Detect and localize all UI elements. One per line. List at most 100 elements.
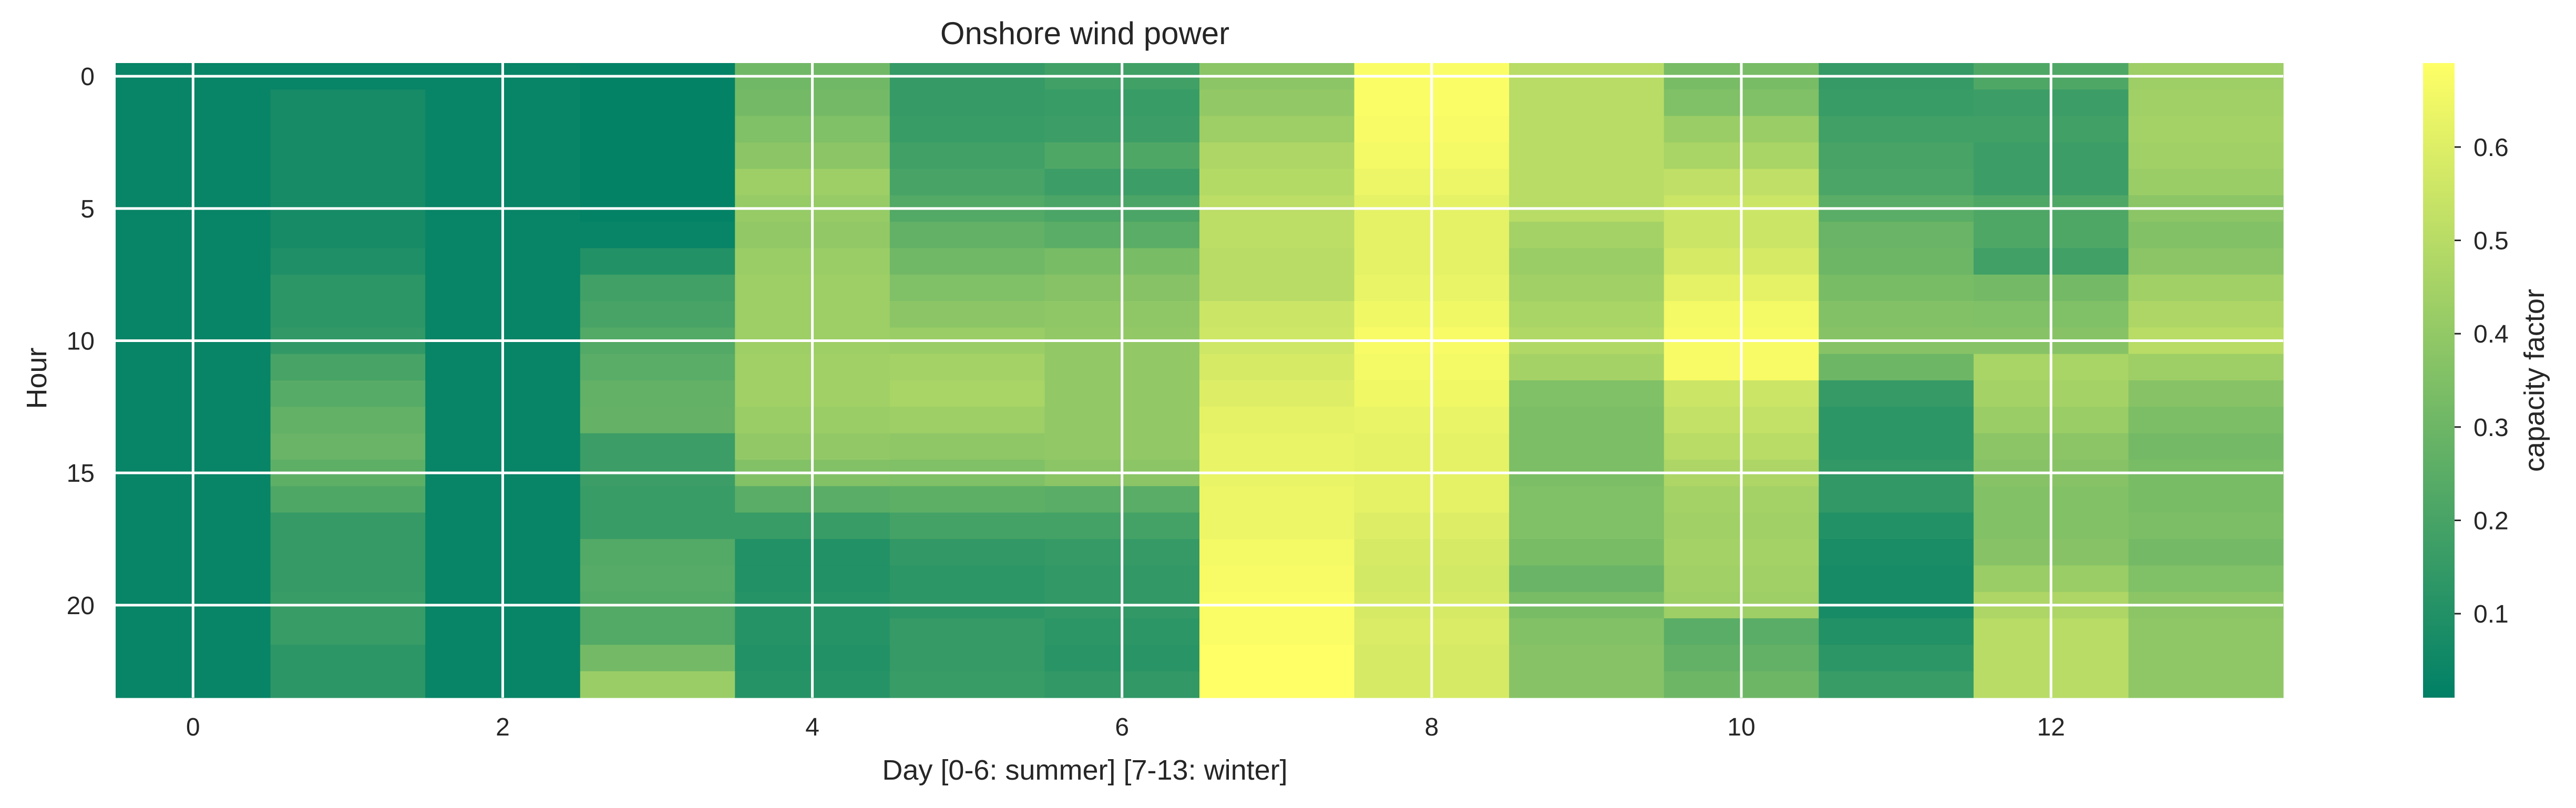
heatmap-cell	[1819, 407, 1974, 434]
heatmap-cell	[270, 116, 426, 143]
gridlines	[116, 63, 2283, 698]
heatmap-cell	[270, 354, 426, 381]
heatmap-cell	[580, 248, 735, 275]
heatmap-cell	[1819, 618, 1974, 645]
heatmap-cell	[270, 539, 426, 566]
x-axis-ticks: 0 2 4 6 8 10 12	[186, 713, 2065, 741]
heatmap-cell	[1509, 645, 1665, 672]
heatmap-cell	[580, 618, 735, 645]
heatmap-cell	[2128, 645, 2284, 672]
heatmap-cell	[270, 169, 426, 196]
heatmap-cell	[1819, 222, 1974, 248]
heatmap-cell	[889, 539, 1045, 566]
chart-title: Onshore wind power	[940, 16, 1229, 51]
heatmap-cell	[1509, 407, 1665, 434]
heatmap-cell	[2128, 486, 2284, 513]
colorbar-tick-label: 0.5	[2474, 227, 2509, 255]
heatmap-cell	[580, 116, 735, 143]
heatmap-cell	[2128, 618, 2284, 645]
heatmap-cell	[1509, 248, 1665, 275]
colorbar-tick-label: 0.6	[2474, 134, 2509, 162]
heatmap-cell	[270, 301, 426, 328]
heatmap-cell	[270, 380, 426, 407]
heatmap-cell	[1819, 89, 1974, 117]
heatmap-cell	[889, 512, 1045, 540]
heatmap-cell	[889, 354, 1045, 381]
heatmap-cell	[270, 512, 426, 540]
heatmap-cell	[1819, 486, 1974, 513]
heatmap-cell	[1199, 116, 1355, 143]
heatmap-cell	[2128, 433, 2284, 460]
heatmap-cell	[270, 565, 426, 593]
x-tick-label: 8	[1425, 713, 1439, 741]
heatmap-cell	[580, 380, 735, 407]
heatmap-cell	[270, 142, 426, 169]
heatmap-cell	[1509, 142, 1665, 169]
heatmap-cell	[1819, 433, 1974, 460]
heatmap-cells	[116, 63, 2284, 698]
heatmap-cell	[2128, 407, 2284, 434]
heatmap-cell	[2128, 248, 2284, 275]
heatmap-cell	[580, 301, 735, 328]
heatmap-cell	[1199, 354, 1355, 381]
heatmap-cell	[889, 486, 1045, 513]
heatmap-cell	[1509, 486, 1665, 513]
heatmap-cell	[2128, 354, 2284, 381]
heatmap-cell	[1819, 116, 1974, 143]
heatmap-cell	[1199, 486, 1355, 513]
x-tick-label: 2	[496, 713, 510, 741]
heatmap-cell	[1509, 354, 1665, 381]
heatmap-cell	[2128, 89, 2284, 117]
heatmap-cell	[580, 222, 735, 248]
heatmap-cell	[580, 539, 735, 566]
heatmap-cell	[1199, 618, 1355, 645]
heatmap-cell	[1509, 222, 1665, 248]
heatmap-cell	[1199, 433, 1355, 460]
heatmap-cell	[270, 407, 426, 434]
heatmap-cell	[1199, 248, 1355, 275]
heatmap-cell	[889, 142, 1045, 169]
heatmap-cell	[1509, 433, 1665, 460]
colorbar-label: capacity factor	[2519, 289, 2550, 472]
heatmap-cell	[1819, 539, 1974, 566]
heatmap-cell	[1509, 169, 1665, 196]
heatmap-cell	[1819, 645, 1974, 672]
heatmap-cell	[270, 222, 426, 248]
heatmap-cell	[1819, 671, 1974, 698]
heatmap-cell	[1819, 354, 1974, 381]
heatmap-cell	[270, 671, 426, 698]
heatmap-cell	[1199, 169, 1355, 196]
heatmap-cell	[889, 618, 1045, 645]
y-tick-label: 20	[67, 592, 95, 620]
heatmap-cell	[580, 142, 735, 169]
heatmap-cell	[1199, 274, 1355, 302]
heatmap-cell	[2128, 301, 2284, 328]
heatmap-cell	[270, 618, 426, 645]
heatmap-cell	[1509, 539, 1665, 566]
heatmap-cell	[1819, 142, 1974, 169]
heatmap-cell	[889, 407, 1045, 434]
heatmap-cell	[2128, 142, 2284, 169]
heatmap-cell	[2128, 539, 2284, 566]
colorbar-tick-label: 0.4	[2474, 320, 2509, 348]
heatmap-cell	[580, 565, 735, 593]
colorbar-tick-label: 0.1	[2474, 600, 2509, 628]
heatmap-cell	[1509, 116, 1665, 143]
heatmap-cell	[2128, 169, 2284, 196]
heatmap-cell	[270, 248, 426, 275]
heatmap-cell	[580, 274, 735, 302]
heatmap-cell	[2128, 222, 2284, 248]
heatmap-cell	[1509, 274, 1665, 302]
heatmap-cell	[1199, 645, 1355, 672]
heatmap-cell	[889, 565, 1045, 593]
heatmap-cell	[580, 671, 735, 698]
colorbar-tick-label: 0.3	[2474, 414, 2509, 442]
y-axis-ticks: 0 5 10 15 20	[67, 63, 95, 620]
heatmap-cell	[1199, 380, 1355, 407]
heatmap-cell	[889, 116, 1045, 143]
heatmap-cell	[2128, 380, 2284, 407]
heatmap-cell	[1509, 618, 1665, 645]
heatmap-cell	[889, 645, 1045, 672]
heatmap-cell	[889, 248, 1045, 275]
